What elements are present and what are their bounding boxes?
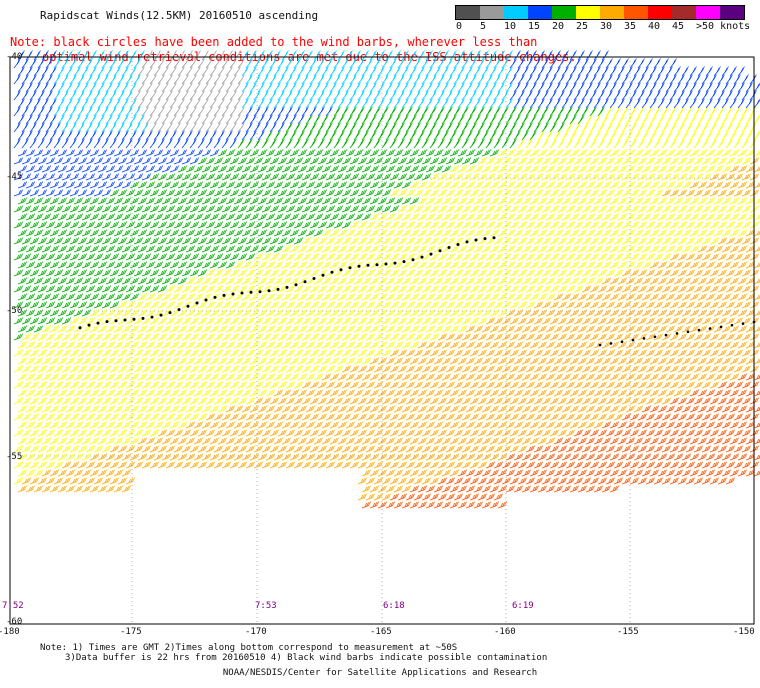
legend-color-bar	[455, 5, 745, 20]
legend-swatch	[600, 6, 624, 19]
map-frame	[9, 56, 755, 625]
wind-barbs	[13, 50, 760, 509]
y-tick-label: -50	[6, 306, 23, 316]
x-tick-label: -170	[245, 627, 267, 637]
legend-swatch	[456, 6, 480, 19]
legend-swatch	[552, 6, 576, 19]
legend-swatch	[696, 6, 720, 19]
pass-time-label: 7:52	[2, 601, 24, 611]
pass-time-label: 6:19	[512, 601, 534, 611]
legend-swatch	[528, 6, 552, 19]
legend-swatch	[672, 6, 696, 19]
wind-speed-legend: 0 5 10 15 20 25 30 35 40 45 >50 knots	[455, 5, 750, 34]
legend-swatch	[480, 6, 504, 19]
footnote-line-1: Note: 1) Times are GMT 2)Times along bot…	[40, 643, 458, 653]
note-line-1: Note: black circles have been added to t…	[10, 35, 538, 49]
y-tick-label: -45	[6, 172, 23, 182]
legend-swatch	[504, 6, 528, 19]
y-tick-label: -40	[6, 52, 23, 62]
x-tick-label: -175	[120, 627, 142, 637]
legend-swatch	[624, 6, 648, 19]
legend-swatch	[720, 6, 744, 19]
map-title: Rapidscat Winds(12.5KM) 20160510 ascendi…	[40, 9, 319, 22]
legend-label: 15	[528, 21, 541, 32]
legend-label: 5	[480, 21, 487, 32]
legend-label: 30	[600, 21, 613, 32]
x-tick-label: -150	[733, 627, 755, 637]
credit-line: NOAA/NESDIS/Center for Satellite Applica…	[222, 668, 538, 678]
legend-label: 25	[576, 21, 589, 32]
footnote-line-2: 3)Data buffer is 22 hrs from 20160510 4)…	[65, 653, 548, 663]
legend-label: 10	[504, 21, 517, 32]
x-tick-label: -160	[494, 627, 516, 637]
legend-swatch	[576, 6, 600, 19]
legend-label: 45	[672, 21, 685, 32]
legend-label: >50 knots	[696, 21, 751, 32]
legend-label: 0	[456, 21, 463, 32]
y-tick-label: -55	[6, 452, 23, 462]
pass-time-label: 7:53	[255, 601, 277, 611]
footnote: Note: 1) Times are GMT 2)Times along bot…	[40, 643, 547, 663]
legend-label: 35	[624, 21, 637, 32]
y-tick-label: -60	[6, 617, 23, 627]
quality-flag-circles	[78, 236, 756, 347]
legend-labels: 0 5 10 15 20 25 30 35 40 45 >50 knots	[455, 20, 750, 34]
pass-time-label: 6:18	[383, 601, 405, 611]
legend-label: 20	[552, 21, 565, 32]
lat-lon-grid	[10, 57, 754, 624]
x-tick-label: -155	[617, 627, 639, 637]
legend-swatch	[648, 6, 672, 19]
legend-label: 40	[648, 21, 661, 32]
x-tick-label: -165	[370, 627, 392, 637]
x-tick-label: -180	[0, 627, 20, 637]
